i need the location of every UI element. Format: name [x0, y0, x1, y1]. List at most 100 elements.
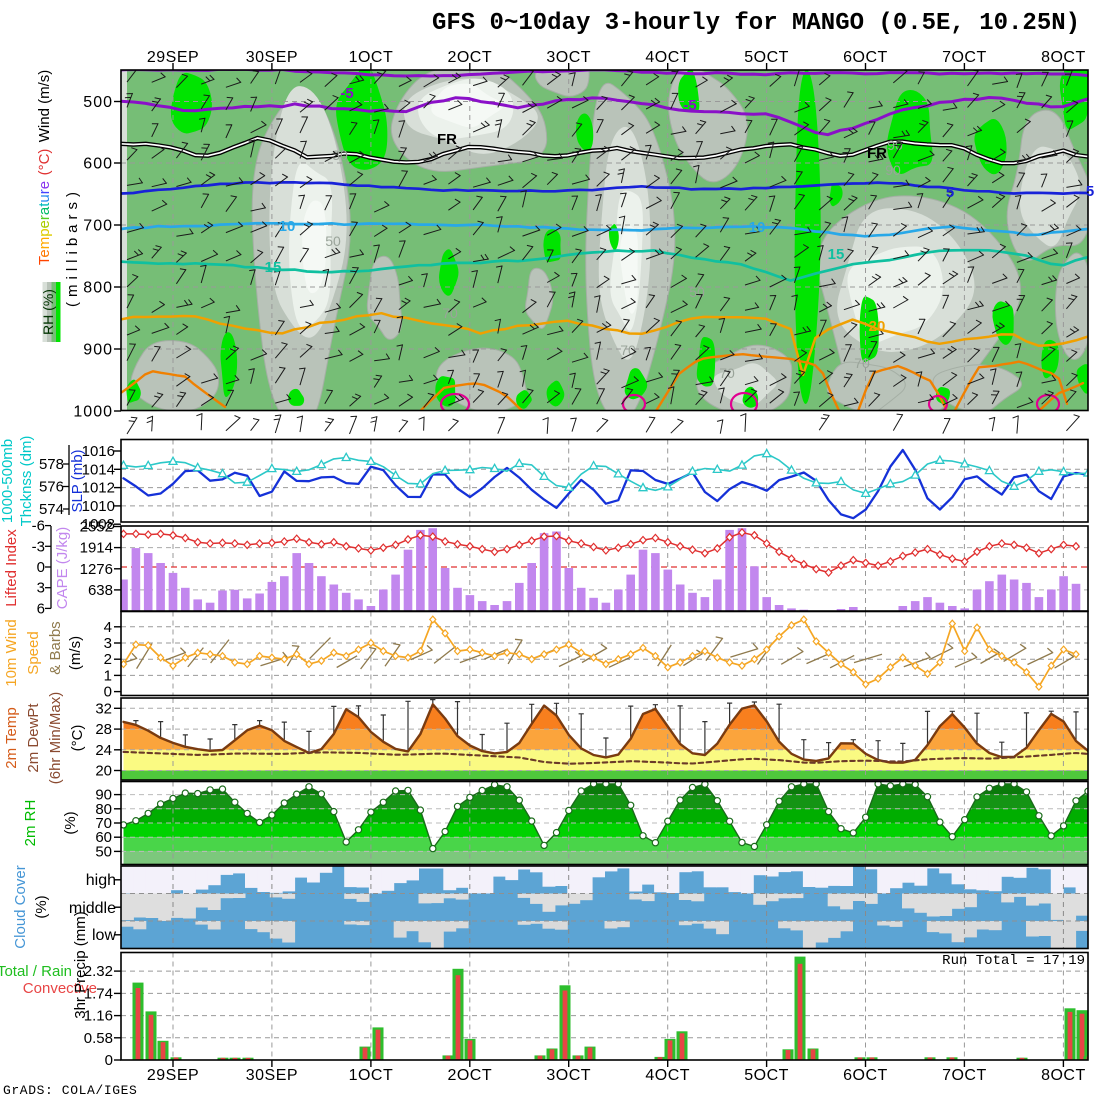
svg-text:-5: -5: [340, 85, 353, 102]
svg-text:Wind (m/s): Wind (m/s): [36, 70, 53, 143]
svg-text:3: 3: [104, 635, 112, 652]
svg-text:-3: -3: [32, 538, 45, 555]
svg-text:2: 2: [104, 651, 112, 668]
svg-text:20: 20: [95, 763, 112, 780]
svg-text:70: 70: [854, 355, 870, 371]
svg-text:Convective: Convective: [23, 980, 97, 997]
svg-text:8OCT: 8OCT: [1041, 49, 1086, 66]
svg-text:5: 5: [1086, 183, 1094, 200]
svg-text:70: 70: [442, 305, 458, 321]
svg-text:middle: middle: [69, 900, 116, 917]
svg-text:Cloud Cover: Cloud Cover: [12, 865, 29, 948]
svg-text:2m Temp: 2m Temp: [3, 707, 20, 768]
svg-text:(%): (%): [33, 895, 50, 918]
svg-text:Thcknss (dm): Thcknss (dm): [18, 436, 35, 527]
svg-text:5OCT: 5OCT: [744, 49, 789, 66]
svg-text:4OCT: 4OCT: [645, 1067, 690, 1084]
svg-text:5: 5: [946, 184, 954, 201]
svg-text:Temperature: Temperature: [36, 181, 53, 265]
svg-text:15: 15: [828, 246, 845, 263]
svg-text:30SEP: 30SEP: [246, 49, 298, 66]
svg-text:1014: 1014: [82, 461, 115, 478]
svg-text:800: 800: [83, 280, 113, 297]
svg-text:FR: FR: [867, 145, 887, 162]
svg-text:& Barbs: & Barbs: [47, 621, 64, 674]
svg-text:SLP (mb): SLP (mb): [69, 449, 86, 512]
svg-text:10m Wind: 10m Wind: [3, 619, 20, 687]
svg-text:8OCT: 8OCT: [1041, 1067, 1086, 1084]
svg-text:638: 638: [88, 582, 113, 599]
svg-text:1OCT: 1OCT: [349, 49, 394, 66]
svg-text:Run Total = 17.19: Run Total = 17.19: [942, 953, 1085, 969]
svg-text:28: 28: [95, 721, 112, 738]
svg-text:24: 24: [95, 742, 112, 759]
svg-text:20: 20: [869, 318, 886, 335]
svg-text:1000: 1000: [73, 404, 113, 421]
svg-text:2.32: 2.32: [84, 963, 113, 980]
svg-text:Total / Rain: Total / Rain: [0, 963, 72, 980]
svg-text:GrADS: COLA/IGES: GrADS: COLA/IGES: [3, 1083, 137, 1098]
svg-text:10: 10: [749, 219, 766, 236]
svg-text:30SEP: 30SEP: [246, 1067, 298, 1084]
svg-text:90: 90: [885, 162, 901, 178]
svg-text:700: 700: [83, 218, 113, 235]
svg-text:Speed: Speed: [25, 631, 42, 674]
svg-text:90: 90: [95, 787, 112, 804]
svg-text:50: 50: [689, 284, 705, 300]
svg-text:2m DewPt: 2m DewPt: [25, 703, 42, 773]
svg-text:50: 50: [325, 233, 341, 249]
svg-text:6OCT: 6OCT: [843, 1067, 888, 1084]
svg-text:30: 30: [332, 147, 348, 163]
svg-text:(millibars): (millibars): [64, 187, 81, 307]
svg-text:(°C): (°C): [36, 149, 53, 176]
svg-text:6OCT: 6OCT: [843, 49, 888, 66]
svg-text:3OCT: 3OCT: [546, 1067, 591, 1084]
svg-text:-5: -5: [683, 97, 696, 114]
svg-text:6: 6: [37, 600, 45, 617]
svg-text:2552: 2552: [80, 519, 113, 536]
svg-text:574: 574: [39, 501, 64, 518]
svg-text:32: 32: [95, 700, 112, 717]
svg-text:(°C): (°C): [69, 725, 86, 752]
svg-text:578: 578: [39, 456, 64, 473]
svg-text:600: 600: [83, 156, 113, 173]
svg-text:4OCT: 4OCT: [645, 49, 690, 66]
svg-text:7OCT: 7OCT: [942, 1067, 987, 1084]
svg-text:(m/s): (m/s): [67, 636, 84, 670]
svg-text:1276: 1276: [80, 561, 113, 578]
svg-text:2m RH: 2m RH: [22, 800, 39, 847]
svg-text:1010: 1010: [82, 498, 115, 515]
svg-text:5OCT: 5OCT: [744, 1067, 789, 1084]
svg-text:Lifted Index: Lifted Index: [3, 529, 20, 607]
svg-text:70: 70: [719, 365, 735, 381]
svg-text:7OCT: 7OCT: [942, 49, 987, 66]
svg-text:0: 0: [37, 559, 45, 576]
svg-text:CAPE (J/kg): CAPE (J/kg): [54, 527, 71, 610]
svg-text:0.58: 0.58: [84, 1030, 113, 1047]
svg-text:3: 3: [37, 580, 45, 597]
svg-text:(%): (%): [62, 811, 79, 834]
svg-text:10: 10: [279, 218, 296, 235]
svg-text:3OCT: 3OCT: [546, 49, 591, 66]
svg-text:high: high: [86, 872, 116, 889]
svg-text:15: 15: [265, 259, 282, 276]
svg-text:4: 4: [104, 619, 112, 636]
svg-text:low: low: [92, 927, 116, 944]
svg-text:80: 80: [95, 801, 112, 818]
svg-text:29SEP: 29SEP: [147, 1067, 199, 1084]
svg-text:1OCT: 1OCT: [349, 1067, 394, 1084]
svg-text:1: 1: [104, 667, 112, 684]
svg-text:-6: -6: [32, 518, 45, 535]
svg-text:900: 900: [83, 342, 113, 359]
svg-text:70: 70: [95, 815, 112, 832]
svg-text:1012: 1012: [82, 480, 115, 497]
svg-text:29SEP: 29SEP: [147, 49, 199, 66]
svg-text:2OCT: 2OCT: [447, 49, 492, 66]
svg-text:60: 60: [95, 829, 112, 846]
svg-text:50: 50: [95, 843, 112, 860]
svg-text:RH (%): RH (%): [40, 289, 56, 335]
svg-text:1000-500mb: 1000-500mb: [0, 439, 16, 523]
svg-text:576: 576: [39, 479, 64, 496]
svg-text:3hr Precip (mm): 3hr Precip (mm): [72, 911, 89, 1019]
svg-text:0: 0: [105, 1052, 113, 1069]
